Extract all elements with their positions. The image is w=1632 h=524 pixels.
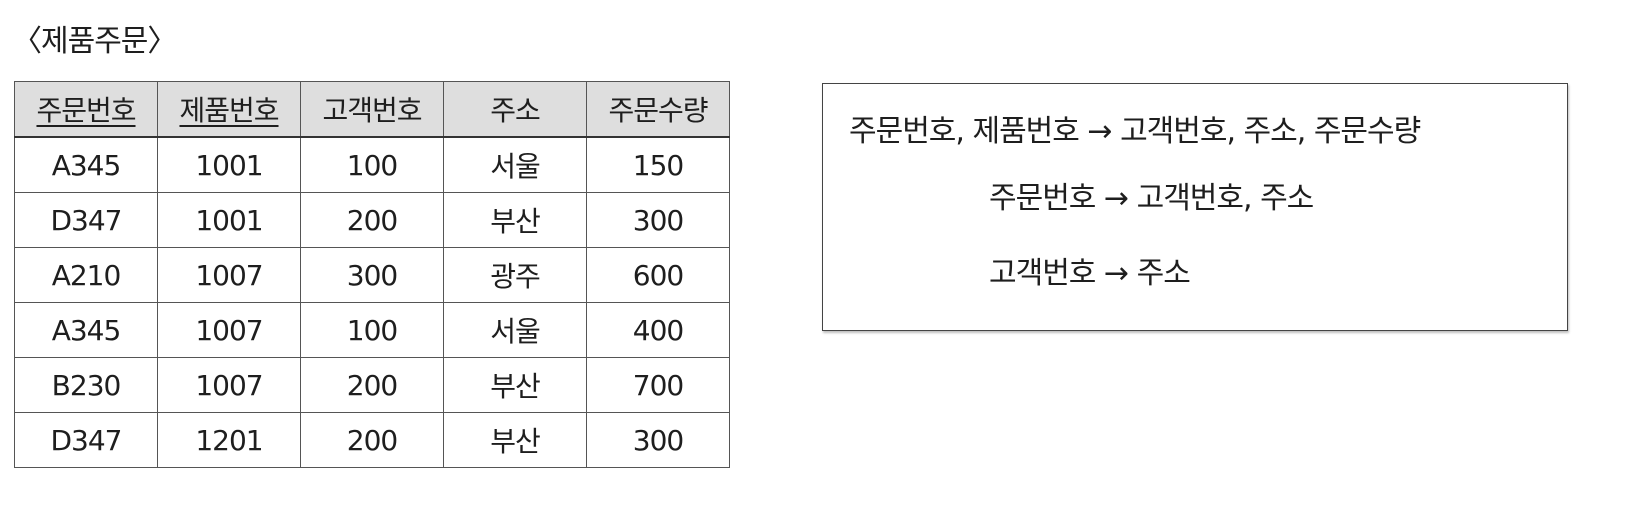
column-header-label: 주소 (490, 94, 541, 127)
table-row: B230 1007 200 부산 700 (14, 357, 730, 413)
cell-address: 부산 (443, 357, 587, 413)
cell-order-no: A345 (14, 302, 158, 358)
cell-address: 부산 (443, 192, 587, 248)
cell-customer-no: 200 (300, 192, 444, 248)
cell-product-no: 1007 (157, 247, 301, 303)
cell-order-no: D347 (14, 412, 158, 468)
cell-order-no: D347 (14, 192, 158, 248)
product-order-table: 주문번호 제품번호 고객번호 주소 주문수량 A345 1001 100 서울 … (14, 81, 730, 468)
column-header-label: 고객번호 (322, 94, 422, 127)
cell-order-no: B230 (14, 357, 158, 413)
cell-quantity: 300 (586, 412, 730, 468)
functional-dependency-box: 주문번호, 제품번호 → 고객번호, 주소, 주문수량 주문번호 → 고객번호,… (822, 83, 1568, 331)
column-header-customer-no: 고객번호 (300, 81, 444, 138)
column-header-label: 주문수량 (608, 94, 708, 127)
column-header-label: 제품번호 (179, 94, 279, 127)
column-header-product-no: 제품번호 (157, 81, 301, 138)
table-row: A345 1007 100 서울 400 (14, 302, 730, 358)
cell-quantity: 700 (586, 357, 730, 413)
cell-address: 서울 (443, 136, 587, 193)
cell-order-no: A345 (14, 136, 158, 193)
cell-address: 서울 (443, 302, 587, 358)
table-row: A345 1001 100 서울 150 (14, 136, 730, 193)
cell-customer-no: 100 (300, 136, 444, 193)
cell-customer-no: 200 (300, 357, 444, 413)
cell-product-no: 1001 (157, 136, 301, 193)
dependency-line: 주문번호 → 고객번호, 주소 (989, 181, 1314, 216)
column-header-order-no: 주문번호 (14, 81, 158, 138)
column-header-address: 주소 (443, 81, 587, 138)
cell-customer-no: 200 (300, 412, 444, 468)
cell-product-no: 1007 (157, 302, 301, 358)
dependency-line: 고객번호 → 주소 (989, 256, 1191, 291)
cell-order-no: A210 (14, 247, 158, 303)
cell-quantity: 600 (586, 247, 730, 303)
table-header-row: 주문번호 제품번호 고객번호 주소 주문수량 (14, 81, 730, 138)
cell-product-no: 1007 (157, 357, 301, 413)
cell-quantity: 400 (586, 302, 730, 358)
cell-product-no: 1201 (157, 412, 301, 468)
cell-address: 광주 (443, 247, 587, 303)
cell-product-no: 1001 (157, 192, 301, 248)
table-row: D347 1201 200 부산 300 (14, 412, 730, 468)
dependency-line: 주문번호, 제품번호 → 고객번호, 주소, 주문수량 (849, 114, 1421, 149)
cell-address: 부산 (443, 412, 587, 468)
table-row: A210 1007 300 광주 600 (14, 247, 730, 303)
cell-quantity: 300 (586, 192, 730, 248)
table-row: D347 1001 200 부산 300 (14, 192, 730, 248)
table-title: 〈제품주문〉 (12, 24, 177, 59)
column-header-quantity: 주문수량 (586, 81, 730, 138)
column-header-label: 주문번호 (36, 94, 136, 127)
cell-customer-no: 300 (300, 247, 444, 303)
cell-quantity: 150 (586, 136, 730, 193)
cell-customer-no: 100 (300, 302, 444, 358)
